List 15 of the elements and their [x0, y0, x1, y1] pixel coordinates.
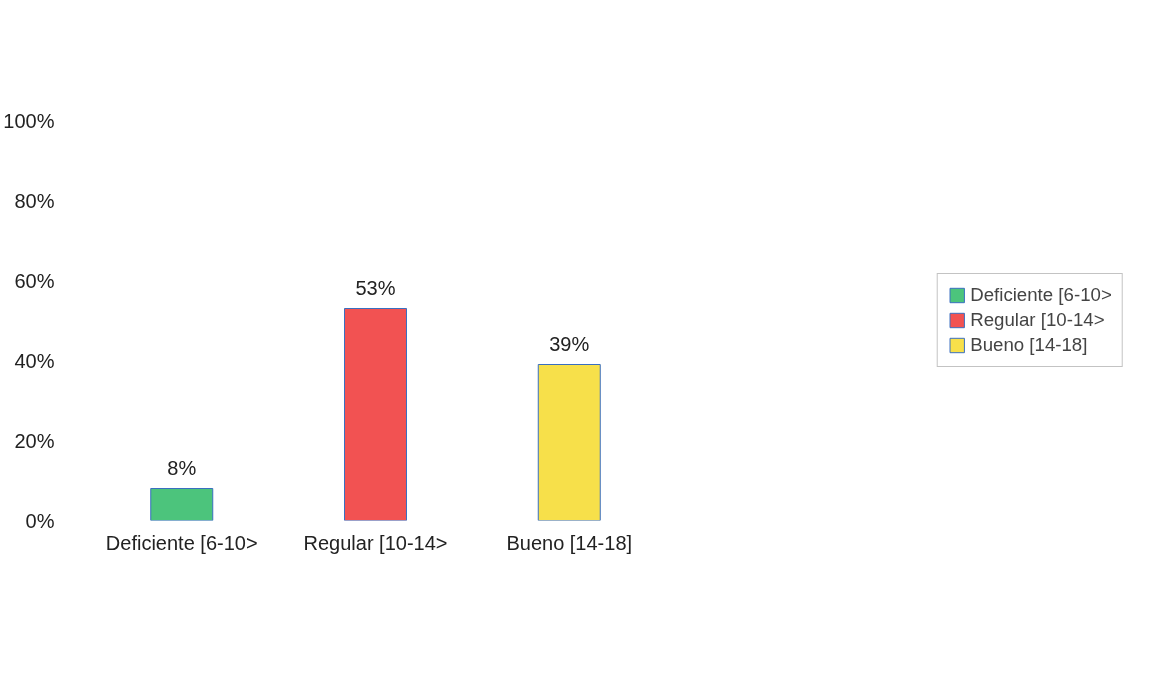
data-label: 8% [167, 456, 197, 479]
x-tick-label: Deficiente [6-10> [105, 531, 258, 554]
data-label: 53% [355, 276, 396, 299]
y-tick-label: 40% [14, 349, 55, 372]
y-tick-label: 60% [14, 269, 55, 292]
y-tick-label: 20% [14, 429, 55, 452]
x-tick-label: Regular [10-14> [303, 531, 448, 554]
y-tick-label: 0% [25, 509, 55, 532]
y-tick-label: 100% [3, 109, 55, 132]
legend-label: Deficiente [6-10> [970, 284, 1112, 306]
x-tick-label: Bueno [14-18] [506, 531, 633, 554]
data-label: 39% [549, 332, 590, 355]
y-tick-label: 80% [14, 189, 55, 212]
legend-label: Bueno [14-18] [970, 334, 1088, 356]
legend-label: Regular [10-14> [970, 309, 1105, 331]
